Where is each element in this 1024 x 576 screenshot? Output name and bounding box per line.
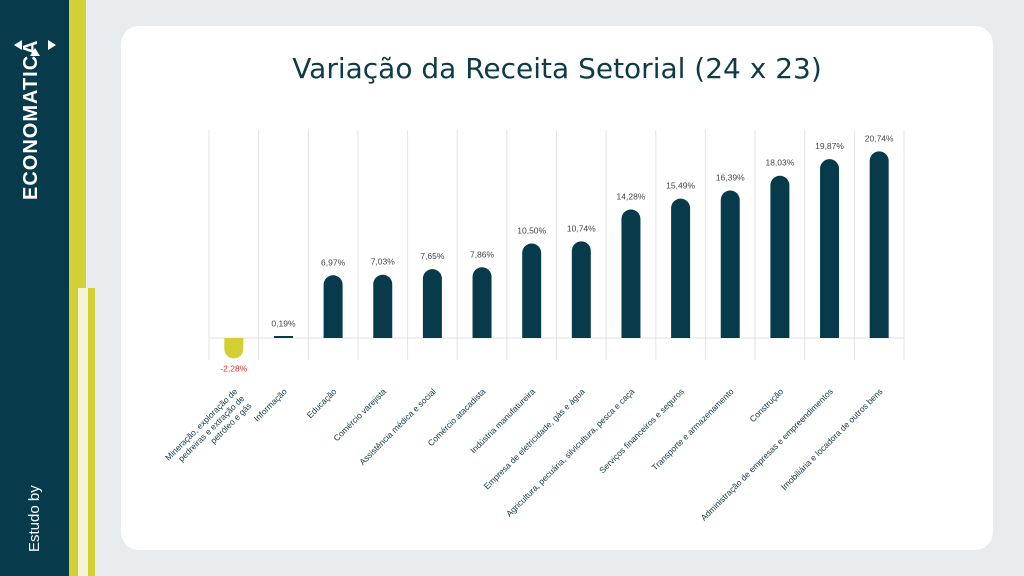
bar [621,209,641,338]
bar [422,269,442,338]
category-tick-label: Empresa de eletricidade, gás e água [482,386,587,491]
data-label: 19,87% [815,141,844,151]
category-tick-label: Imobiliária e locadora de outros bens [779,386,885,492]
data-label: 18,03% [765,158,794,168]
bar [224,338,244,359]
chart-title: Variação da Receita Setorial (24 x 23) [292,52,822,85]
data-label: 14,28% [617,191,646,201]
bar [571,241,591,338]
sidebar [0,0,69,576]
bar [522,243,542,338]
bar [869,151,889,338]
logo-arrow-right-icon [48,40,56,50]
bar [373,274,393,338]
data-label: 10,74% [567,223,596,233]
bar [323,275,343,338]
data-label: 16,39% [716,172,745,182]
data-label: 20,74% [865,133,894,143]
data-label: 7,65% [420,251,445,261]
data-label: -2,28% [220,364,247,374]
bar [720,190,740,338]
logo-arrow-left-icon [14,40,22,50]
category-tick-label: Transporte e armazenamento [650,386,736,472]
bar [671,198,691,338]
data-label: 6,97% [321,257,346,267]
data-label: 7,86% [470,249,495,259]
category-tick-label: Informação [252,386,289,423]
category-tick-label: Educação [305,386,339,420]
bar [273,336,293,338]
bar [472,267,492,338]
data-label: 10,50% [517,226,546,236]
category-tick-label: Construção [747,386,785,424]
data-label: 15,49% [666,181,695,191]
bar [770,175,790,338]
data-label: 7,03% [371,257,396,267]
category-tick-label: Comércio varejista [331,386,388,443]
category-tick-label: Serviços financeiros e seguros [597,386,686,475]
category-tick-label: Mineração, exploração depedreiras e extr… [163,386,254,477]
logo-arrow-up-icon [30,48,40,56]
accent-stripe-gap [78,288,88,576]
data-label: 0,19% [271,318,296,328]
accent-stripe-inner [88,288,95,576]
bar [820,159,840,338]
